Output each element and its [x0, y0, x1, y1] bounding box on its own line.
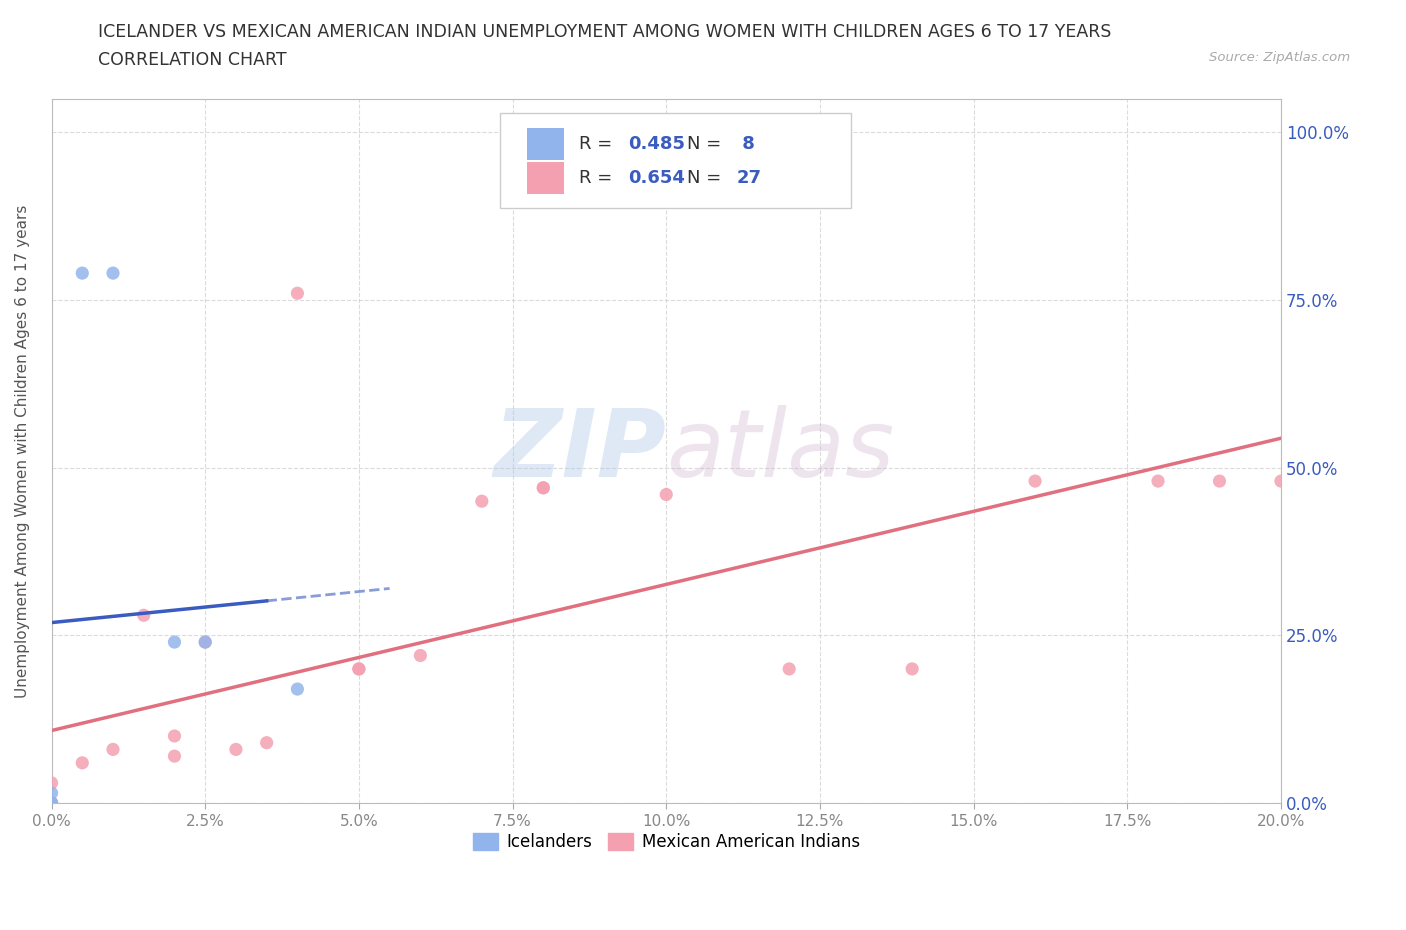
Point [287, 286, 309, 300]
Point [41, 786, 63, 801]
Point [72, 266, 94, 281]
Y-axis label: Unemployment Among Women with Children Ages 6 to 17 years: Unemployment Among Women with Children A… [15, 205, 30, 698]
Point [225, 742, 247, 757]
Point [101, 742, 124, 757]
Point [41, 796, 63, 811]
Point [194, 634, 217, 649]
Text: N =: N = [688, 169, 727, 187]
Point [778, 661, 800, 676]
Legend: Icelanders, Mexican American Indians: Icelanders, Mexican American Indians [465, 827, 866, 858]
Bar [527, 128, 564, 160]
Text: ICELANDER VS MEXICAN AMERICAN INDIAN UNEMPLOYMENT AMONG WOMEN WITH CHILDREN AGES: ICELANDER VS MEXICAN AMERICAN INDIAN UNE… [98, 23, 1112, 41]
Point [163, 634, 186, 649]
Point [409, 648, 432, 663]
Point [531, 481, 554, 496]
Point [41, 776, 63, 790]
Text: 0.654: 0.654 [628, 169, 685, 187]
Text: ZIP: ZIP [494, 405, 666, 497]
Point [1208, 473, 1230, 488]
Text: 27: 27 [737, 169, 761, 187]
Text: R =: R = [579, 135, 619, 153]
Point [901, 661, 924, 676]
Text: N =: N = [688, 135, 727, 153]
FancyBboxPatch shape [501, 113, 851, 208]
Bar [527, 163, 564, 194]
Point [132, 608, 155, 623]
Point [163, 749, 186, 764]
Point [101, 266, 124, 281]
Point [41, 796, 63, 811]
Text: Source: ZipAtlas.com: Source: ZipAtlas.com [1209, 51, 1350, 64]
Point [256, 736, 278, 751]
Point [1024, 473, 1046, 488]
Text: R =: R = [579, 169, 619, 187]
Point [163, 728, 186, 743]
Text: 0.485: 0.485 [628, 135, 685, 153]
Point [655, 487, 678, 502]
Point [1270, 473, 1292, 488]
Text: 8: 8 [737, 135, 755, 153]
Point [41, 796, 63, 811]
Text: CORRELATION CHART: CORRELATION CHART [98, 51, 287, 69]
Point [194, 634, 217, 649]
Text: atlas: atlas [666, 405, 894, 497]
Point [471, 494, 494, 509]
Point [41, 796, 63, 811]
Point [41, 796, 63, 811]
Point [287, 682, 309, 697]
Point [1147, 473, 1170, 488]
Point [347, 661, 370, 676]
Point [41, 796, 63, 811]
Point [72, 755, 94, 770]
Point [531, 481, 554, 496]
Point [347, 661, 370, 676]
